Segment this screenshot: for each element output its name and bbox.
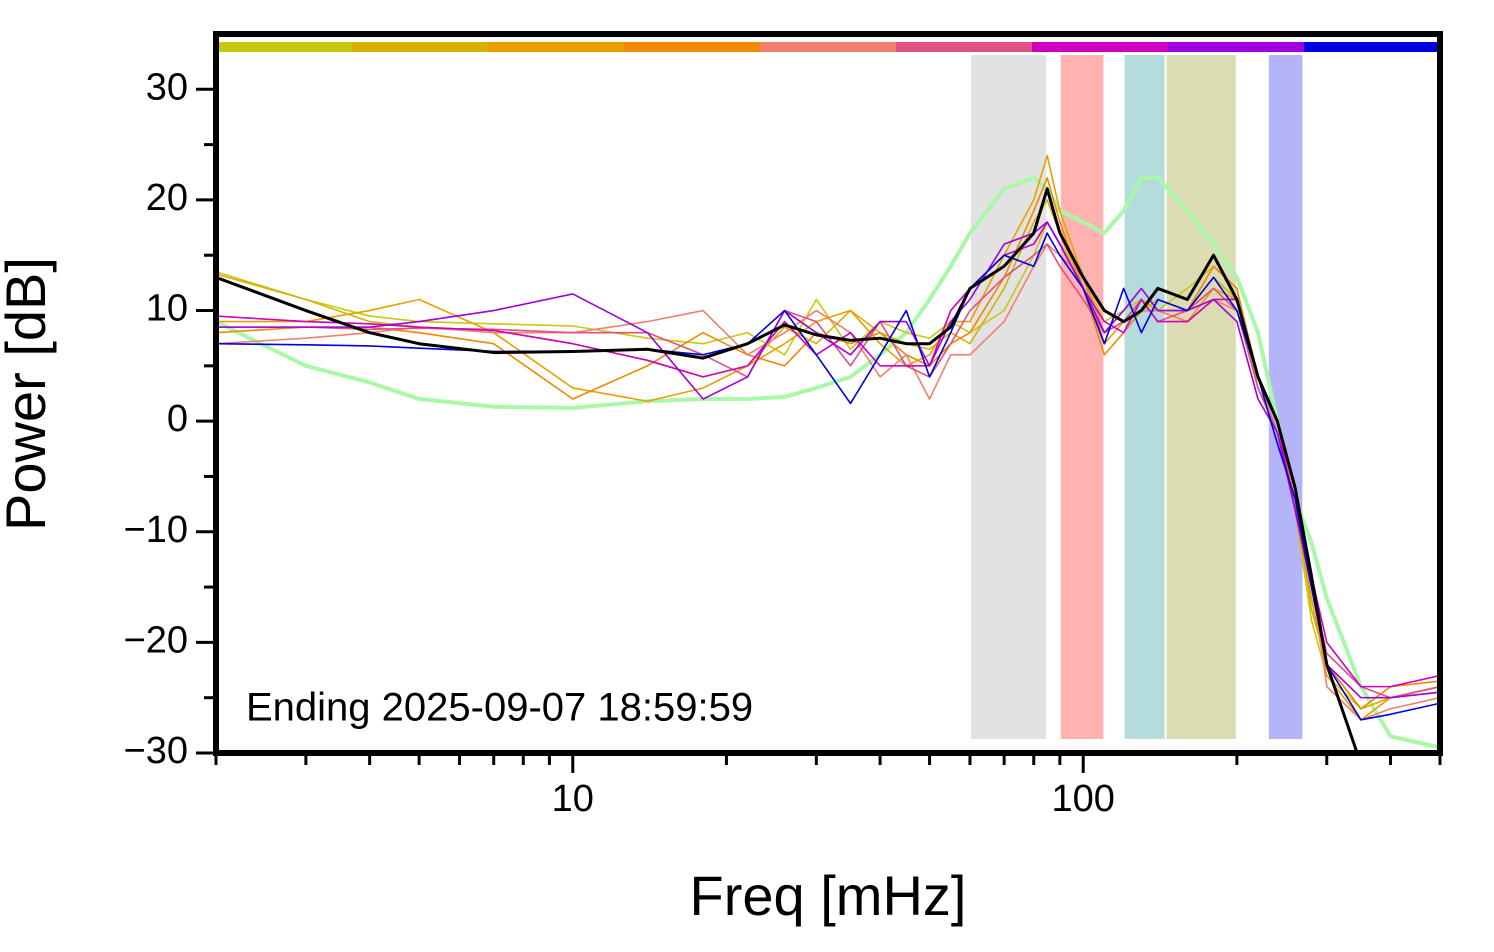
color-key-segment — [624, 42, 761, 52]
y-tick-label: −10 — [124, 509, 188, 551]
y-tick-label: −20 — [124, 619, 188, 661]
band — [1268, 55, 1303, 739]
series-line — [216, 221, 1440, 699]
color-key-segment — [1304, 42, 1441, 52]
y-axis-label: Power [dB] — [0, 257, 57, 531]
color-key-segment — [760, 42, 897, 52]
series-line — [216, 221, 1440, 710]
x-tick-label: 100 — [1052, 778, 1115, 820]
lines — [216, 154, 1440, 753]
color-key-segment — [1032, 42, 1169, 52]
color-key-segment — [488, 42, 625, 52]
annotation: Ending 2025-09-07 18:59:59 — [246, 686, 753, 730]
color-key-segment — [352, 42, 489, 52]
series-line — [216, 221, 1440, 688]
plot-frame — [213, 31, 1443, 756]
axes: −30 −20 −10 0 10 20 30 10 100 — [124, 66, 1442, 820]
band — [970, 55, 1047, 739]
series-line — [216, 199, 1440, 710]
band — [1166, 55, 1236, 739]
y-tick-label: −30 — [124, 730, 188, 772]
color-key — [216, 42, 1441, 52]
y-tick-label: 0 — [167, 398, 188, 440]
series-line — [216, 232, 1440, 721]
band — [1124, 55, 1165, 739]
x-tick-label: 10 — [552, 778, 594, 820]
series-line — [216, 175, 1440, 750]
series-line — [216, 187, 1359, 753]
bands — [970, 55, 1303, 739]
y-tick-label: 20 — [146, 177, 188, 219]
color-key-segment — [1168, 42, 1305, 52]
band — [1060, 55, 1104, 739]
color-key-segment — [216, 42, 353, 52]
series-line — [216, 243, 1440, 699]
color-key-segment — [896, 42, 1033, 52]
series-line — [216, 154, 1440, 721]
x-axis-label: Freq [mHz] — [690, 864, 967, 927]
series-line — [216, 177, 1440, 710]
y-tick-label: 10 — [146, 288, 188, 330]
y-tick-label: 30 — [146, 66, 188, 108]
